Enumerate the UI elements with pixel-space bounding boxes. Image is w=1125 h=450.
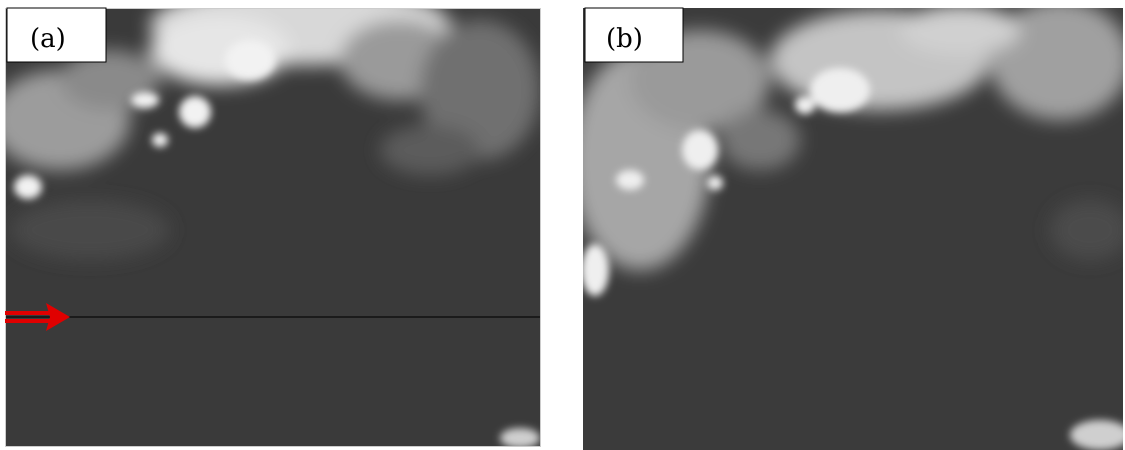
figure: (a) (b)	[0, 0, 1125, 450]
panel-label: (a)	[30, 24, 66, 54]
satellite-image-a	[0, 0, 541, 448]
panel-label: (b)	[606, 24, 643, 54]
page: (a) (b) (() => { const data = JSON.parse…	[0, 0, 1125, 450]
satellite-image-b	[570, 0, 1125, 450]
